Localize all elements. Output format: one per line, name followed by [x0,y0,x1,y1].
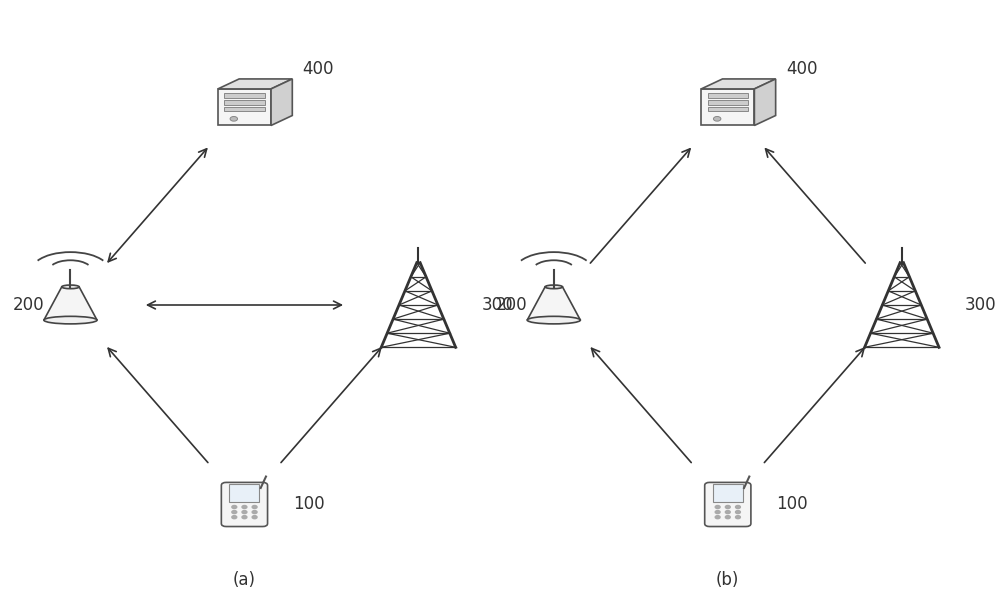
Circle shape [230,117,238,121]
Polygon shape [224,107,265,111]
Circle shape [715,515,720,518]
Circle shape [715,511,720,514]
Text: 100: 100 [293,495,324,514]
Circle shape [715,506,720,509]
Circle shape [725,511,730,514]
Ellipse shape [44,317,97,324]
Polygon shape [271,79,292,126]
Circle shape [736,511,740,514]
FancyBboxPatch shape [221,483,268,526]
Circle shape [242,515,247,518]
FancyBboxPatch shape [705,483,751,526]
Text: 200: 200 [12,296,44,314]
FancyBboxPatch shape [229,484,259,502]
Polygon shape [224,93,265,98]
Text: (a): (a) [233,571,256,589]
Polygon shape [218,89,271,126]
Text: 400: 400 [302,60,334,78]
Polygon shape [701,89,754,126]
Text: (b): (b) [716,571,739,589]
Text: 100: 100 [776,495,808,514]
Circle shape [736,515,740,518]
Circle shape [232,511,237,514]
Polygon shape [218,79,292,89]
Circle shape [242,511,247,514]
Circle shape [232,506,237,509]
FancyBboxPatch shape [713,484,743,502]
Polygon shape [527,287,580,320]
Polygon shape [754,79,776,126]
Circle shape [725,506,730,509]
Circle shape [252,515,257,518]
Text: 200: 200 [496,296,527,314]
Polygon shape [708,107,748,111]
Ellipse shape [545,285,562,289]
Polygon shape [224,100,265,104]
Ellipse shape [62,285,79,289]
Polygon shape [708,93,748,98]
Circle shape [736,506,740,509]
Text: 300: 300 [965,296,996,314]
Circle shape [232,515,237,518]
Circle shape [242,506,247,509]
Text: 300: 300 [481,296,513,314]
Text: 400: 400 [786,60,817,78]
Polygon shape [708,100,748,104]
Polygon shape [701,79,776,89]
Circle shape [252,506,257,509]
Polygon shape [44,287,97,320]
Circle shape [252,511,257,514]
Circle shape [713,117,721,121]
Circle shape [725,515,730,518]
Ellipse shape [527,317,580,324]
